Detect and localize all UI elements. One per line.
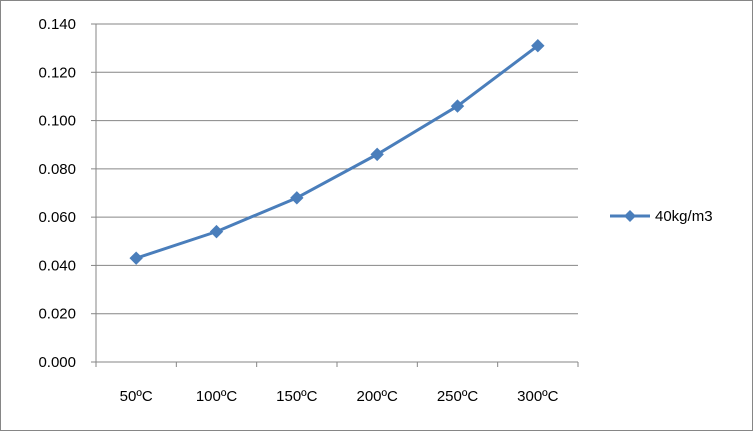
data-point-marker	[209, 224, 224, 239]
legend: 40kg/m3	[610, 208, 713, 225]
y-axis-tick-label: 0.000	[38, 354, 76, 371]
x-axis-tick-label: 300ºC	[517, 388, 559, 405]
legend-label: 40kg/m3	[655, 208, 713, 225]
data-point-marker	[370, 147, 384, 162]
x-axis-tick-label: 100ºC	[196, 388, 238, 405]
series-layer	[129, 39, 545, 265]
data-point-marker	[290, 191, 304, 205]
y-axis-tick-label: 0.100	[38, 113, 76, 130]
y-axis-tick-label: 0.040	[38, 257, 76, 274]
gridlines	[96, 23, 578, 315]
y-axis-tick-label: 0.080	[38, 161, 76, 178]
legend-marker-swatch	[624, 210, 636, 222]
data-point-marker	[450, 99, 465, 113]
x-axis-tick-labels: 50ºC 100ºC 150ºC 200ºC 250ºC 300ºC	[120, 388, 559, 405]
y-axis-tick-label: 0.120	[38, 64, 76, 81]
x-axis-tick-label: 150ºC	[276, 388, 318, 405]
data-point-marker	[531, 39, 545, 53]
series-line	[134, 44, 540, 260]
data-point-marker	[129, 251, 143, 265]
x-axis-tick-label: 50ºC	[120, 388, 153, 405]
y-axis-tick-label: 0.060	[38, 209, 76, 226]
y-axis-tick-labels: 0.000 0.020 0.040 0.060 0.080 0.100 0.120 0.140	[38, 16, 76, 371]
y-axis-tick-label: 0.140	[38, 16, 76, 33]
x-axis-tick-label: 200ºC	[356, 388, 398, 405]
x-axis-tick-label: 250ºC	[437, 388, 479, 405]
axes	[91, 23, 579, 367]
y-axis-tick-label: 0.020	[38, 306, 76, 323]
